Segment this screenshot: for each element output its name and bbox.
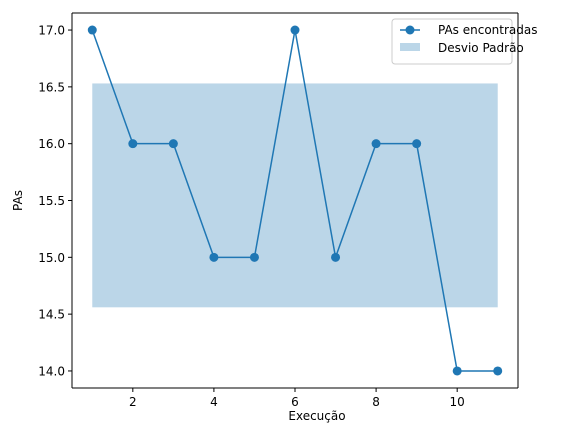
y-tick-label: 16.0	[38, 137, 65, 151]
data-point	[452, 366, 462, 376]
std-dev-band	[92, 83, 498, 308]
x-tick-label: 10	[450, 395, 465, 409]
data-point	[290, 25, 300, 35]
y-tick-label: 14.5	[38, 308, 65, 322]
data-point	[168, 139, 178, 149]
y-tick-label: 15.0	[38, 251, 65, 265]
x-tick-label: 4	[210, 395, 218, 409]
y-tick-label: 16.5	[38, 80, 65, 94]
legend-point-marker	[405, 25, 415, 35]
legend-frame	[391, 18, 513, 65]
data-point	[87, 25, 97, 35]
y-axis-label: PAs	[11, 190, 25, 211]
legend-band-swatch	[400, 43, 420, 51]
plot-background	[72, 13, 518, 388]
y-tick-label: 15.5	[38, 194, 65, 208]
y-tick-label: 17.0	[38, 24, 65, 38]
data-point	[371, 139, 381, 149]
x-axis-label: Execução	[288, 409, 345, 423]
legend-label-band: Desvio Padrão	[438, 41, 524, 55]
data-point	[128, 139, 138, 149]
data-point	[249, 252, 259, 262]
x-tick-label: 6	[291, 395, 299, 409]
data-point	[493, 366, 503, 376]
data-point	[412, 139, 422, 149]
x-tick-label: 2	[129, 395, 137, 409]
legend: PAs encontradas Desvio Padrão	[391, 18, 538, 65]
x-tick-label: 8	[372, 395, 380, 409]
data-point	[331, 252, 341, 262]
legend-label-series: PAs encontradas	[438, 23, 538, 37]
data-point	[209, 252, 219, 262]
y-tick-label: 14.0	[38, 364, 65, 378]
